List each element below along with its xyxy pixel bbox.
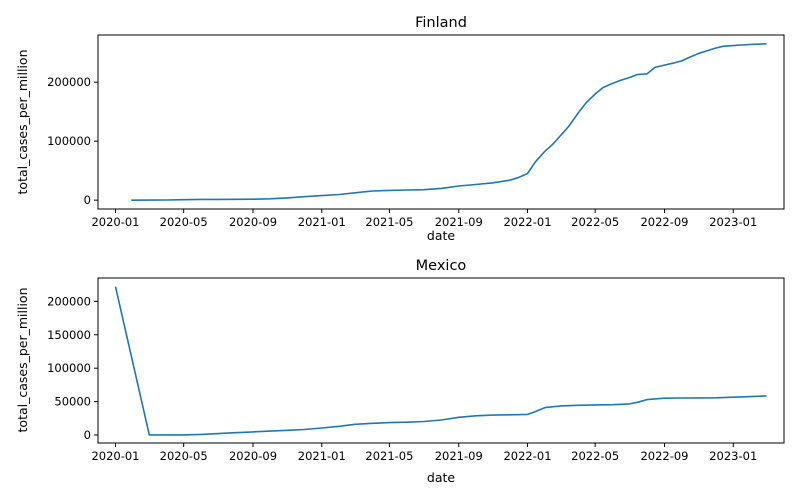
mexico-y-tick-label: 150000 — [47, 328, 91, 342]
mexico-chart-title: Mexico — [416, 258, 467, 274]
finland-y-tick-label: 100000 — [47, 134, 91, 148]
finland-y-tick-label: 200000 — [47, 75, 91, 89]
mexico-y-tick-label: 50000 — [54, 395, 91, 409]
finland-series-line-0 — [131, 43, 767, 201]
finland-x-ticks: 2020-01 2020-05 2020-09 2021-01 2021-05 2021-… — [91, 209, 757, 229]
mexico-x-tick-label: 2022-05 — [571, 449, 619, 463]
mexico-x-tick-label: 2022-09 — [640, 449, 688, 463]
mexico-x-tick-label: 2022-01 — [503, 449, 551, 463]
finland-x-tick-label: 2020-05 — [160, 215, 208, 229]
mexico-axes-frame — [97, 277, 785, 444]
mexico-x-axis-label: date — [427, 470, 455, 485]
mexico-subplot: Mexico 2020-01 2020-05 2020-09 2021-01 2021-… — [15, 258, 785, 485]
mexico-y-axis-label: total_cases_per_million — [15, 288, 30, 433]
mexico-x-tick-label: 2023-01 — [709, 449, 757, 463]
finland-y-axis-label: total_cases_per_million — [15, 50, 30, 195]
finland-x-tick-label: 2022-09 — [640, 215, 688, 229]
mexico-plot-area — [114, 286, 767, 436]
finland-y-tick-label: 0 — [84, 193, 91, 207]
mexico-x-tick-label: 2021-05 — [365, 449, 413, 463]
mexico-series-line-0 — [114, 286, 767, 436]
finland-x-tick-label: 2020-01 — [91, 215, 139, 229]
finland-subplot: Finland 2020-01 2020-05 2020-09 2021-01 2021… — [15, 15, 785, 243]
finland-x-tick-label: 2021-05 — [365, 215, 413, 229]
mexico-y-ticks: 0 50000 100000 150000 200000 — [47, 294, 98, 442]
finland-y-ticks: 0 100000 200000 — [47, 75, 98, 207]
finland-x-tick-label: 2022-01 — [503, 215, 551, 229]
finland-x-tick-label: 2023-01 — [709, 215, 757, 229]
finland-x-tick-label: 2021-09 — [435, 215, 483, 229]
finland-axes-frame — [97, 34, 785, 210]
finland-x-axis-label: date — [427, 228, 455, 243]
mexico-x-tick-label: 2020-05 — [160, 449, 208, 463]
finland-x-tick-label: 2020-09 — [229, 215, 277, 229]
mexico-y-tick-label: 200000 — [47, 294, 91, 308]
finland-chart-title: Finland — [415, 15, 467, 31]
mexico-y-tick-label: 100000 — [47, 361, 91, 375]
finland-plot-area — [131, 43, 767, 201]
mexico-x-tick-label: 2021-01 — [298, 449, 346, 463]
mexico-x-tick-label: 2020-09 — [229, 449, 277, 463]
finland-x-tick-label: 2021-01 — [298, 215, 346, 229]
mexico-x-ticks: 2020-01 2020-05 2020-09 2021-01 2021-05 2021-… — [91, 443, 757, 463]
finland-x-tick-label: 2022-05 — [571, 215, 619, 229]
mexico-y-tick-label: 0 — [84, 428, 91, 442]
mexico-x-tick-label: 2021-09 — [435, 449, 483, 463]
mexico-x-tick-label: 2020-01 — [91, 449, 139, 463]
